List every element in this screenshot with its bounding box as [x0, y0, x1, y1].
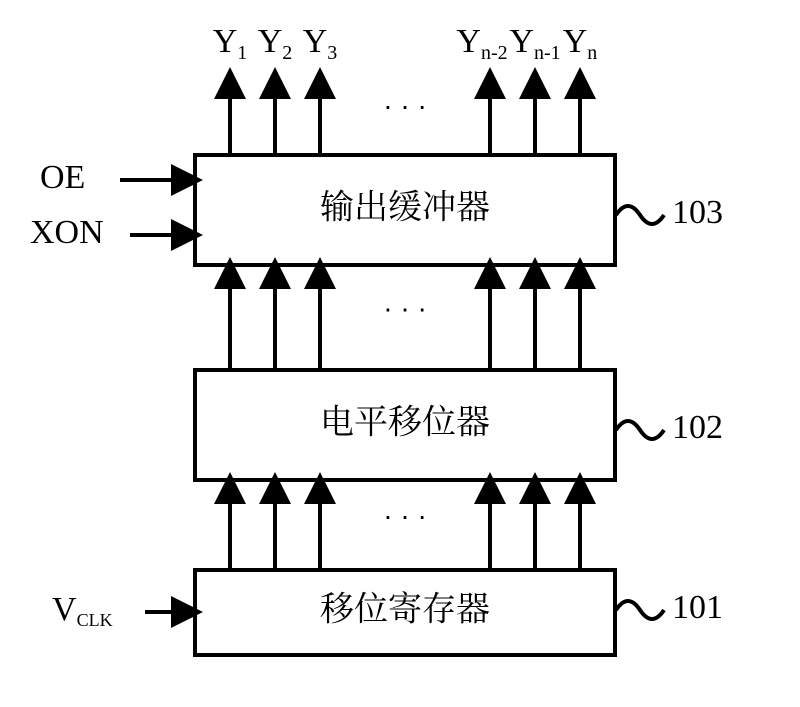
input-vclk-label: VCLK	[52, 591, 113, 630]
block-output-buffer-label: 输出缓冲器	[320, 180, 490, 229]
ref-103-label: 103	[672, 194, 723, 231]
ref-102-label: 102	[672, 409, 723, 446]
svg-text:· · ·: · · ·	[383, 293, 427, 324]
block-shift-register-label: 移位寄存器	[320, 582, 490, 631]
input-oe-label: OE	[40, 159, 85, 196]
svg-text:Y2: Y2	[258, 23, 293, 64]
svg-text:Y3: Y3	[303, 23, 338, 64]
block-level-shifter-label: 电平移位器	[320, 395, 490, 444]
svg-text:Yn-1: Yn-1	[509, 23, 560, 64]
svg-text:· · ·: · · ·	[383, 500, 427, 531]
top-outputs: · · · Y1Y2Y3 Yn-2Yn-1Yn	[213, 23, 598, 155]
block-diagram: 输出缓冲器 电平移位器 移位寄存器 103 102 101 OE XON VCL…	[0, 0, 800, 707]
arrows-levelshifter-to-buffer: · · ·	[230, 265, 580, 370]
ref-101-label: 101	[672, 589, 723, 626]
ref-102: 102	[616, 409, 723, 446]
arrows-shiftreg-to-levelshifter: · · ·	[230, 480, 580, 570]
input-xon-label: XON	[30, 214, 104, 251]
ref-103: 103	[616, 194, 723, 231]
svg-text:Yn: Yn	[563, 23, 598, 64]
svg-text:Y1: Y1	[213, 23, 248, 64]
ref-101: 101	[616, 589, 723, 626]
svg-text:· · ·: · · ·	[383, 90, 427, 121]
svg-text:Yn-2: Yn-2	[456, 23, 507, 64]
